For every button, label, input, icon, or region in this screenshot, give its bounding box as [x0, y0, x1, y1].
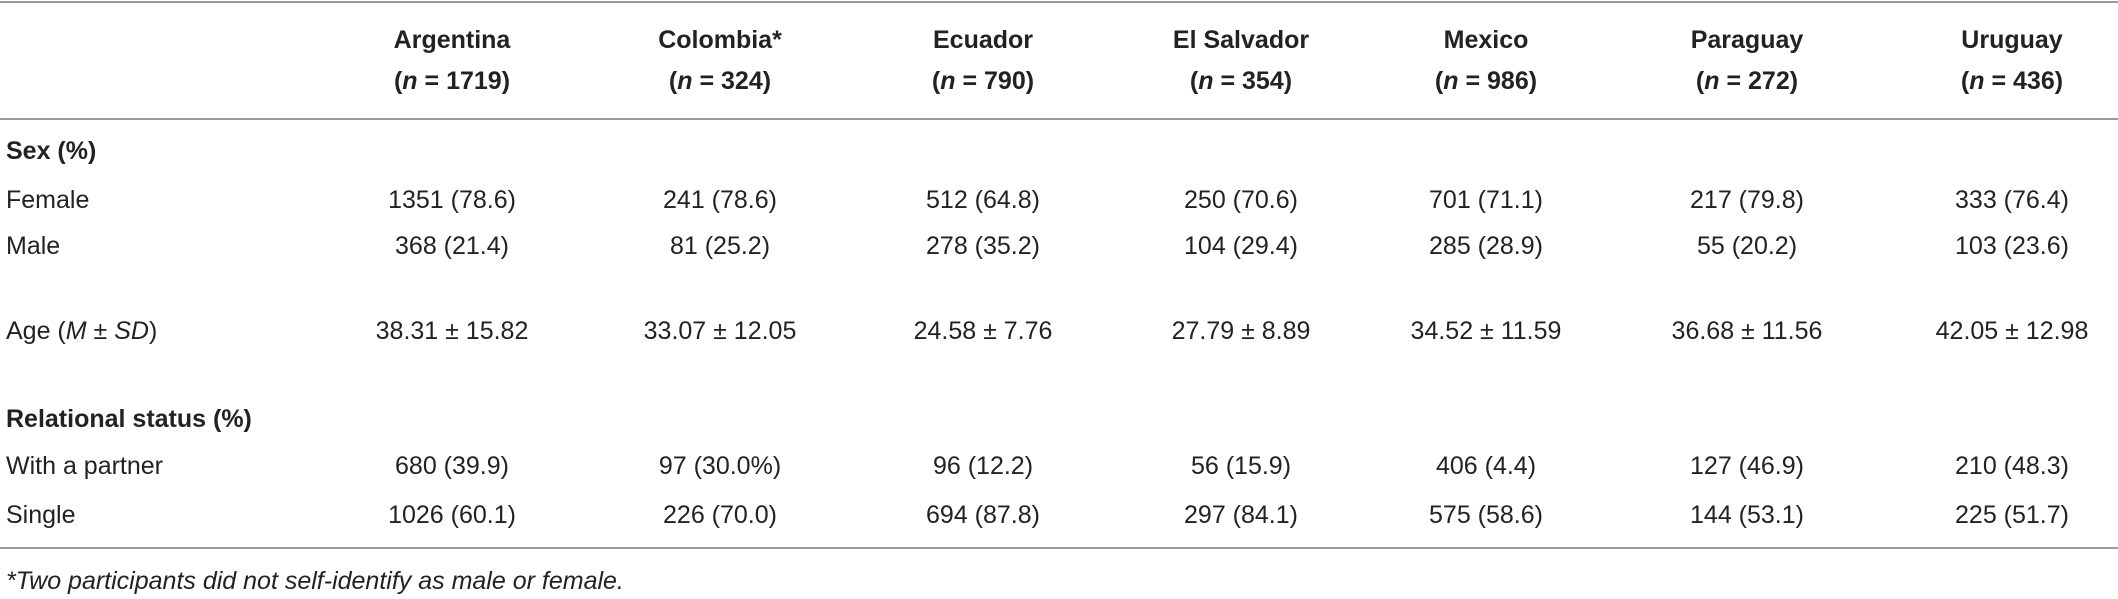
column-name: Uruguay [1961, 26, 2063, 54]
row-label: Single [6, 500, 76, 530]
cell: 1026 (60.1) [388, 501, 516, 529]
label-part: Male [6, 232, 61, 260]
count-part: = 790) [955, 67, 1035, 95]
top-rule [0, 1, 2118, 3]
header-rule [0, 118, 2118, 120]
label-part: M [65, 317, 87, 345]
cell: 36.68 ± 11.56 [1671, 317, 1823, 345]
column-name: Argentina [393, 26, 511, 54]
section-heading: Relational status (%) [6, 405, 252, 433]
cell: 217 (79.8) [1690, 186, 1804, 214]
cell: 81 (25.2) [669, 232, 771, 260]
count-part: n [1704, 67, 1720, 95]
cell: 127 (46.9) [1690, 452, 1804, 480]
cell: 575 (58.6) [1429, 501, 1543, 529]
count-part: = 272) [1719, 67, 1799, 95]
cell: 368 (21.4) [395, 232, 509, 260]
cell: 225 (51.7) [1955, 501, 2069, 529]
cell: 701 (71.1) [1429, 186, 1543, 214]
cell: 333 (76.4) [1955, 186, 2069, 214]
row-label: Age (M ± SD) [6, 316, 157, 346]
cell: 33.07 ± 12.05 [643, 317, 797, 345]
count-part: = 354) [1213, 67, 1293, 95]
cell: 297 (84.1) [1184, 501, 1298, 529]
section-heading: Sex (%) [6, 137, 97, 165]
count-part: ( [1960, 67, 1970, 95]
count-part: n [940, 67, 956, 95]
count-part: n [1969, 67, 1985, 95]
cell: 144 (53.1) [1690, 501, 1804, 529]
cell: 241 (78.6) [663, 186, 777, 214]
column-name: Mexico [1443, 26, 1529, 54]
column-count: (n = 790) [932, 66, 1034, 96]
cell: 97 (30.0%) [658, 452, 782, 480]
column-count: (n = 324) [669, 66, 771, 96]
cell: 226 (70.0) [663, 501, 777, 529]
count-part: = 436) [1984, 67, 2064, 95]
count-part: ( [1434, 67, 1444, 95]
cell: 1351 (78.6) [388, 186, 516, 214]
cell: 38.31 ± 15.82 [375, 317, 529, 345]
label-part: ) [148, 317, 158, 345]
cell: 680 (39.9) [395, 452, 509, 480]
cell: 694 (87.8) [926, 501, 1040, 529]
label-part: Female [6, 186, 90, 214]
count-part: = 986) [1458, 67, 1538, 95]
label-part: Single [6, 501, 76, 529]
column-count: (n = 272) [1696, 66, 1798, 96]
count-part: = 1719) [417, 67, 511, 95]
label-part: SD [114, 317, 149, 345]
count-part: n [677, 67, 693, 95]
cell: 42.05 ± 12.98 [1935, 317, 2089, 345]
count-part: ( [393, 67, 403, 95]
count-part: ( [931, 67, 941, 95]
cell: 27.79 ± 8.89 [1171, 317, 1311, 345]
column-name: Ecuador [932, 26, 1034, 54]
cell: 55 (20.2) [1696, 232, 1798, 260]
cell: 512 (64.8) [926, 186, 1040, 214]
count-part: ( [1695, 67, 1705, 95]
count-part: = 324) [692, 67, 772, 95]
column-count: (n = 436) [1961, 66, 2063, 96]
column-count: (n = 986) [1435, 66, 1537, 96]
column-name: El Salvador [1172, 26, 1310, 54]
cell: 104 (29.4) [1184, 232, 1298, 260]
cell: 250 (70.6) [1184, 186, 1298, 214]
cell: 406 (4.4) [1435, 452, 1537, 480]
column-count: (n = 354) [1190, 66, 1292, 96]
cell: 285 (28.9) [1429, 232, 1543, 260]
cell: 103 (23.6) [1955, 232, 2069, 260]
count-part: n [1443, 67, 1459, 95]
column-name: Colombia* [658, 26, 782, 54]
bottom-rule [0, 547, 2118, 549]
column-name: Paraguay [1690, 26, 1804, 54]
footnote: *Two participants did not self-identify … [6, 567, 624, 595]
row-label: With a partner [6, 451, 163, 481]
label-part: With a partner [6, 452, 164, 480]
cell: 210 (48.3) [1955, 452, 2069, 480]
cell: 24.58 ± 7.76 [913, 317, 1053, 345]
cell: 278 (35.2) [926, 232, 1040, 260]
row-label: Male [6, 231, 60, 261]
cell: 56 (15.9) [1190, 452, 1292, 480]
count-part: n [402, 67, 418, 95]
count-part: ( [1189, 67, 1199, 95]
cell: 96 (12.2) [932, 452, 1034, 480]
count-part: ( [668, 67, 678, 95]
column-count: (n = 1719) [394, 66, 510, 96]
count-part: n [1198, 67, 1214, 95]
label-part: ± [86, 317, 115, 345]
label-part: Age ( [6, 317, 66, 345]
row-label: Female [6, 185, 89, 215]
cell: 34.52 ± 11.59 [1410, 317, 1562, 345]
